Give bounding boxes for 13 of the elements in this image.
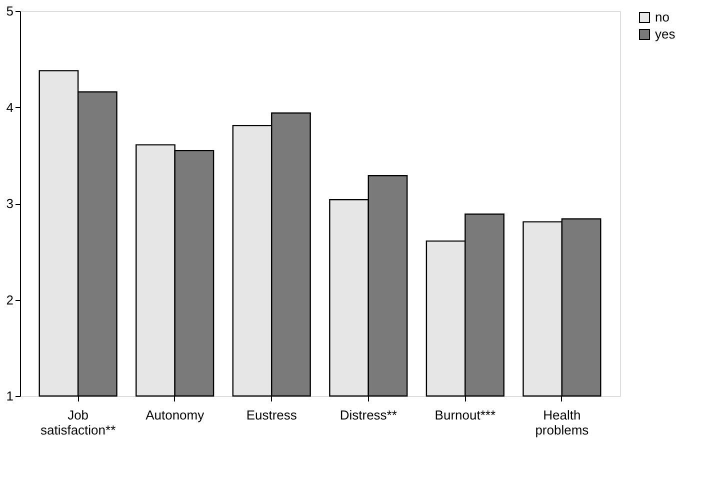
- y-tick-label: 1: [6, 388, 14, 404]
- y-tick-label: 3: [6, 196, 14, 211]
- x-tick-label: Burnout***: [434, 408, 496, 422]
- y-tick-label: 2: [6, 292, 14, 308]
- y-tick-label: 5: [6, 4, 14, 18]
- x-tick-label: Distress**: [340, 408, 397, 422]
- y-tick-label: 4: [6, 100, 14, 115]
- x-tick-label: Health problems: [535, 408, 590, 438]
- x-tick-label: Eustress: [246, 408, 298, 422]
- x-tick-label: Autonomy: [146, 408, 205, 422]
- x-tick-label: Job satisfaction**: [40, 408, 116, 438]
- legend-label: no: [655, 10, 670, 24]
- legend-label: yes: [655, 26, 676, 42]
